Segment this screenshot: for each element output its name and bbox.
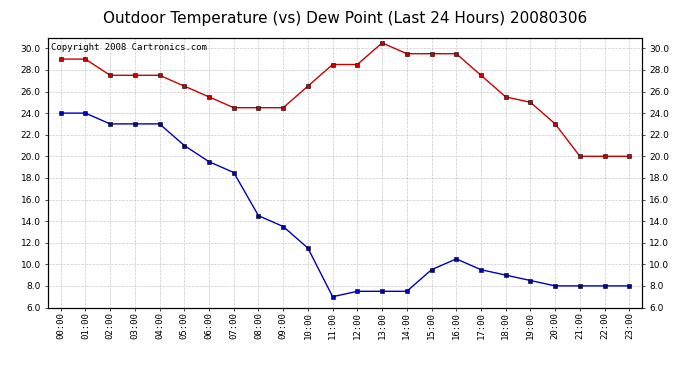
Text: Outdoor Temperature (vs) Dew Point (Last 24 Hours) 20080306: Outdoor Temperature (vs) Dew Point (Last… [103, 11, 587, 26]
Text: Copyright 2008 Cartronics.com: Copyright 2008 Cartronics.com [51, 43, 207, 52]
